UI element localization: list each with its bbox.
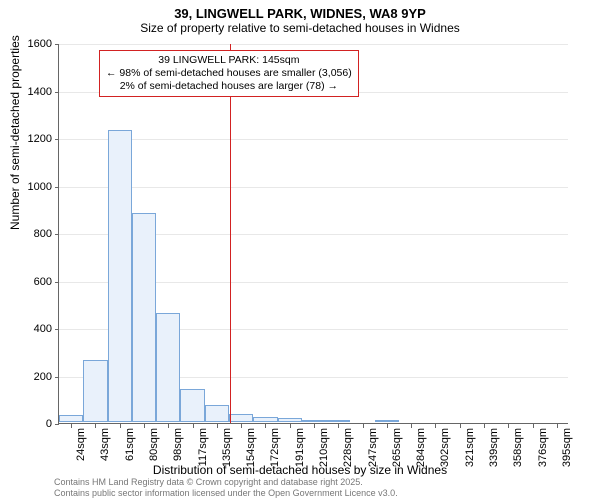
xtick-mark: [363, 424, 364, 428]
xtick-mark: [217, 424, 218, 428]
xtick-mark: [508, 424, 509, 428]
xtick-mark: [411, 424, 412, 428]
ytick-label: 0: [12, 418, 52, 430]
xtick-label: 43sqm: [99, 428, 111, 461]
xtick-mark: [484, 424, 485, 428]
ytick-mark: [55, 329, 59, 330]
histogram-bar: [156, 313, 180, 422]
xtick-label: 172sqm: [269, 428, 281, 467]
histogram-bar: [253, 417, 277, 422]
ytick-label: 200: [12, 371, 52, 383]
x-axis-title: Distribution of semi-detached houses by …: [0, 463, 600, 477]
ytick-mark: [55, 92, 59, 93]
xtick-mark: [193, 424, 194, 428]
marker-vline: [230, 44, 231, 423]
xtick-label: 135sqm: [221, 428, 233, 467]
xtick-mark: [314, 424, 315, 428]
xtick-label: 265sqm: [391, 428, 403, 467]
ytick-mark: [55, 282, 59, 283]
histogram-bar: [108, 130, 132, 422]
ytick-label: 1000: [12, 181, 52, 193]
ytick-label: 1200: [12, 133, 52, 145]
footnote-line1: Contains HM Land Registry data © Crown c…: [54, 477, 398, 487]
xtick-mark: [241, 424, 242, 428]
xtick-label: 376sqm: [537, 428, 549, 467]
marker-annotation: 39 LINGWELL PARK: 145sqm← 98% of semi-de…: [99, 50, 359, 97]
ytick-mark: [55, 187, 59, 188]
xtick-mark: [290, 424, 291, 428]
xtick-label: 24sqm: [75, 428, 87, 461]
histogram-bar: [229, 414, 253, 422]
xtick-mark: [71, 424, 72, 428]
xtick-mark: [95, 424, 96, 428]
xtick-label: 339sqm: [488, 428, 500, 467]
footnote: Contains HM Land Registry data © Crown c…: [54, 477, 398, 498]
xtick-label: 117sqm: [197, 428, 209, 466]
gridline-h: [59, 44, 568, 45]
xtick-mark: [265, 424, 266, 428]
histogram-bar: [302, 420, 326, 422]
chart-title-main: 39, LINGWELL PARK, WIDNES, WA8 9YP: [0, 0, 600, 21]
annotation-line: 39 LINGWELL PARK: 145sqm: [106, 54, 352, 67]
ytick-mark: [55, 234, 59, 235]
xtick-mark: [144, 424, 145, 428]
ytick-mark: [55, 44, 59, 45]
xtick-mark: [557, 424, 558, 428]
xtick-label: 98sqm: [172, 428, 184, 461]
xtick-mark: [435, 424, 436, 428]
annotation-line: ← 98% of semi-detached houses are smalle…: [106, 67, 352, 80]
annotation-line: 2% of semi-detached houses are larger (7…: [106, 80, 352, 93]
xtick-mark: [168, 424, 169, 428]
ytick-label: 600: [12, 276, 52, 288]
xtick-label: 321sqm: [464, 428, 476, 467]
xtick-label: 80sqm: [148, 428, 160, 461]
gridline-h: [59, 187, 568, 188]
histogram-bar: [375, 420, 399, 422]
ytick-label: 800: [12, 228, 52, 240]
histogram-bar: [83, 360, 107, 422]
xtick-label: 284sqm: [415, 428, 427, 467]
plot-rect: 24sqm43sqm61sqm80sqm98sqm117sqm135sqm154…: [58, 44, 568, 424]
xtick-mark: [460, 424, 461, 428]
xtick-mark: [533, 424, 534, 428]
chart-title-sub: Size of property relative to semi-detach…: [0, 21, 600, 35]
xtick-label: 395sqm: [561, 428, 573, 467]
xtick-mark: [387, 424, 388, 428]
xtick-label: 191sqm: [294, 428, 306, 467]
ytick-label: 1600: [12, 38, 52, 50]
histogram-bar: [326, 420, 350, 422]
xtick-mark: [120, 424, 121, 428]
gridline-h: [59, 139, 568, 140]
histogram-bar: [59, 415, 83, 422]
xtick-label: 61sqm: [124, 428, 136, 461]
xtick-mark: [338, 424, 339, 428]
xtick-label: 302sqm: [439, 428, 451, 467]
footnote-line2: Contains public sector information licen…: [54, 488, 398, 498]
chart-plot-area: 24sqm43sqm61sqm80sqm98sqm117sqm135sqm154…: [58, 44, 568, 424]
ytick-mark: [55, 424, 59, 425]
ytick-mark: [55, 377, 59, 378]
ytick-label: 1400: [12, 86, 52, 98]
histogram-bar: [132, 213, 156, 422]
histogram-bar: [205, 405, 229, 422]
xtick-label: 358sqm: [512, 428, 524, 467]
xtick-label: 247sqm: [367, 428, 379, 467]
xtick-label: 154sqm: [245, 428, 257, 467]
histogram-bar: [180, 389, 204, 422]
xtick-label: 210sqm: [318, 428, 330, 467]
histogram-bar: [278, 418, 302, 422]
xtick-label: 228sqm: [342, 428, 354, 467]
ytick-label: 400: [12, 323, 52, 335]
ytick-mark: [55, 139, 59, 140]
